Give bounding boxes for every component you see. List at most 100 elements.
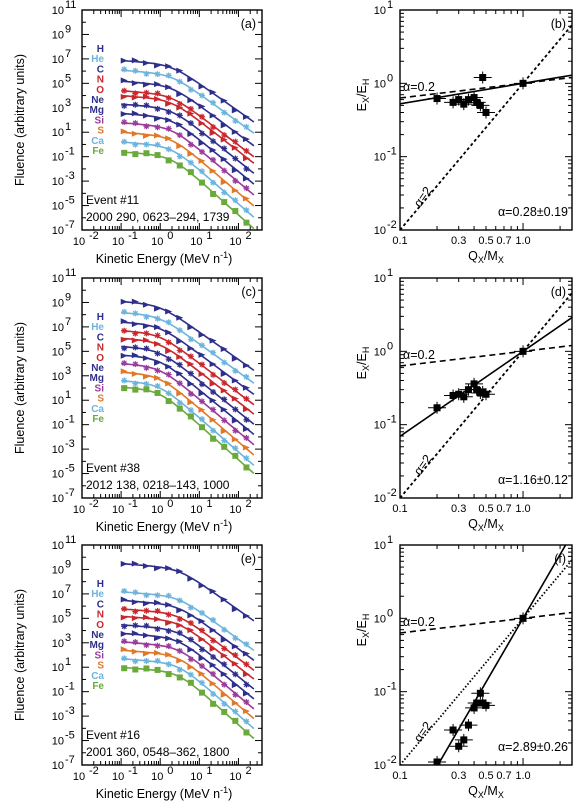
point-n	[187, 619, 194, 626]
y-label-sub2: H	[361, 79, 371, 86]
point-ca	[232, 197, 239, 204]
x-tick-label: 1.0	[515, 770, 530, 782]
y-axis-label: EX/EH	[355, 347, 371, 380]
point-he	[132, 67, 139, 74]
point-n	[210, 371, 217, 378]
point-s	[242, 708, 250, 715]
point-ca	[132, 141, 139, 148]
legend-c: C	[97, 332, 104, 343]
plot-area	[400, 292, 572, 498]
y-label-mid: /E	[355, 353, 369, 365]
point-ca	[221, 437, 228, 444]
point-fe	[187, 169, 194, 176]
y-tick-label: 10	[52, 127, 64, 139]
point-o	[176, 104, 184, 111]
point-mg	[220, 406, 228, 413]
point-fe	[143, 150, 150, 157]
x-tick-label: 0.3	[451, 770, 466, 782]
point-s	[165, 651, 173, 658]
point-h	[198, 83, 206, 90]
point-ne	[143, 622, 150, 629]
y-axis-label: EX/EH	[355, 614, 371, 647]
point-ca	[154, 382, 161, 389]
point-o	[231, 395, 239, 402]
data-point	[470, 704, 478, 712]
point-s	[198, 406, 206, 413]
point-fe	[243, 219, 250, 226]
point-si	[121, 638, 128, 645]
point-h	[231, 107, 239, 114]
x-tick-label: 0.3	[451, 503, 466, 515]
point-si	[198, 662, 205, 669]
x-tick-label: 10	[151, 236, 163, 248]
point-c	[131, 80, 139, 87]
data-point	[482, 390, 490, 398]
y-tick-label: 10	[52, 589, 64, 601]
point-ca	[132, 380, 139, 387]
point-s	[176, 657, 184, 664]
point-ca	[210, 690, 217, 697]
point-h	[242, 113, 250, 120]
point-si	[232, 427, 239, 434]
point-si	[198, 398, 205, 405]
y-tick-exponent: -5	[65, 463, 75, 475]
point-n	[232, 386, 239, 393]
spectrum-si	[121, 121, 255, 196]
spectrum-ca	[121, 379, 255, 466]
point-mg	[131, 110, 139, 117]
point-ne	[176, 112, 183, 119]
y-tick-label: 10	[52, 322, 64, 334]
point-ca	[154, 141, 161, 148]
legend-h: H	[97, 579, 104, 590]
point-ne	[221, 145, 228, 152]
legend-h: H	[97, 44, 104, 55]
y-label-mid: /E	[355, 620, 369, 632]
point-ne	[243, 165, 250, 172]
legend-fe: Fe	[92, 146, 104, 157]
y-tick-exponent: 11	[65, 534, 76, 546]
point-h	[176, 568, 184, 575]
point-he	[121, 66, 128, 73]
point-si	[243, 434, 250, 441]
x-axis-label-close: )	[228, 252, 232, 266]
point-ne	[232, 155, 239, 162]
point-n	[198, 113, 205, 120]
x-axis-label-sup: -1	[220, 518, 228, 528]
x-tick-label: 10	[229, 504, 241, 516]
point-s	[165, 135, 173, 142]
point-ca	[210, 427, 217, 434]
point-s	[242, 444, 250, 451]
x-axis-label: Kinetic Energy (MeV n-1)	[96, 785, 233, 801]
point-s	[120, 368, 128, 375]
point-s	[154, 132, 162, 139]
y-label-sub1: X	[361, 365, 371, 371]
x-tick-label: 10	[151, 504, 163, 516]
point-he	[165, 72, 172, 79]
point-c	[231, 377, 239, 384]
point-c	[154, 81, 162, 88]
y-tick-exponent: 3	[65, 97, 71, 109]
legend-o: O	[96, 353, 104, 364]
y-tick-exponent: -1	[65, 414, 75, 426]
ref-label-alpha-0.2: α=0.2	[403, 615, 435, 629]
point-h	[142, 59, 150, 66]
y-tick-exponent: 1	[387, 534, 393, 546]
point-ne	[132, 101, 139, 108]
y-tick-exponent: -1	[387, 681, 397, 693]
y-tick-exponent: 11	[65, 0, 76, 11]
event-label: Event #11	[86, 193, 139, 207]
legend-ca: Ca	[91, 671, 104, 682]
point-he	[232, 367, 239, 374]
point-ne	[210, 138, 217, 145]
x-tick-label: 0.1	[392, 503, 407, 515]
x-axis-label: QX/MX	[468, 784, 504, 800]
point-fe	[187, 413, 194, 420]
data-point	[433, 95, 441, 103]
point-ne	[243, 681, 250, 688]
y-axis-label: Fluence (arbitrary units)	[13, 322, 27, 454]
point-si	[210, 156, 217, 163]
y-tick-exponent: 9	[65, 558, 71, 570]
data-point	[519, 347, 527, 355]
point-mg	[198, 140, 206, 147]
